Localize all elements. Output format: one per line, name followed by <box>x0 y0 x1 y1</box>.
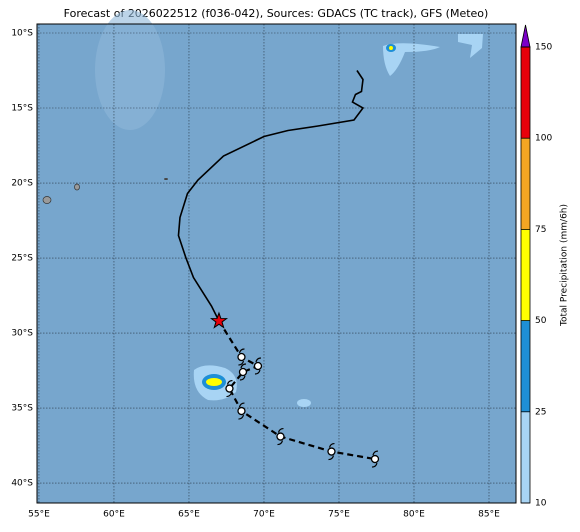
colorbar-tick-label: 50 <box>535 316 547 326</box>
colorbar-segment <box>521 411 530 503</box>
lat-tick-label: 10°S <box>11 29 33 39</box>
storm-symbol <box>276 427 285 446</box>
lat-tick-label: 15°S <box>11 104 33 114</box>
storm-center <box>253 361 263 371</box>
colorbar-label: Total Precipitation (mm/6h) <box>560 204 570 327</box>
map-frame <box>36 23 517 504</box>
lat-tick-label: 40°S <box>11 479 33 489</box>
precip-area <box>206 378 222 386</box>
colorbar-tick-label: 100 <box>535 134 552 144</box>
storm-arm <box>371 462 378 468</box>
storm-center <box>327 447 336 456</box>
storm-center <box>238 367 248 377</box>
storm-center <box>370 454 380 464</box>
storm-arm <box>254 369 261 375</box>
storm-center <box>237 352 246 362</box>
precip-area <box>458 34 483 58</box>
storm-center <box>237 406 246 416</box>
lon-tick-label: 80°E <box>403 510 425 520</box>
storm-arm <box>328 442 335 448</box>
graticule <box>37 24 516 503</box>
colorbar-extension <box>520 24 531 48</box>
island <box>164 178 168 180</box>
colorbar-tick-label: 75 <box>535 225 546 235</box>
lat-tick-label: 20°S <box>11 179 33 189</box>
storm-arm <box>226 392 233 398</box>
lat-tick-label: 30°S <box>11 329 33 339</box>
storm-arm <box>238 348 245 354</box>
colorbar-tick-label: 25 <box>535 407 546 417</box>
colorbar-segment <box>521 138 530 230</box>
storm-arm <box>277 440 284 446</box>
storm-arm <box>277 427 284 433</box>
storm-symbol <box>238 363 248 381</box>
colorbar-segment <box>521 320 530 412</box>
storm-arm <box>226 379 233 385</box>
storm-symbol <box>237 348 246 366</box>
storm-arm <box>372 450 379 456</box>
background-shade <box>95 10 165 130</box>
lat-tick-label: 35°S <box>11 404 33 414</box>
island <box>42 196 52 204</box>
colorbar-tick-label: 10 <box>535 499 547 509</box>
colorbar-segment <box>521 229 530 321</box>
storm-arm <box>239 375 246 381</box>
precip-area <box>297 399 311 407</box>
islands <box>42 178 168 204</box>
lon-tick-label: 85°E <box>478 510 500 520</box>
storm-arm <box>238 414 245 420</box>
island <box>74 183 80 191</box>
observed-track <box>177 70 365 322</box>
storm-symbol <box>327 442 336 461</box>
lon-tick-label: 60°E <box>103 510 125 520</box>
colorbar-tick-label: 150 <box>535 43 552 53</box>
storm-center <box>276 432 285 441</box>
lon-tick-label: 75°E <box>328 510 350 520</box>
cyclone-track <box>177 70 380 468</box>
lon-tick-label: 55°E <box>28 510 50 520</box>
storm-symbol <box>370 450 380 468</box>
storm-arm <box>240 363 247 369</box>
storm-arm <box>328 455 335 461</box>
storm-symbol <box>225 379 234 398</box>
precip-area <box>389 46 393 50</box>
storm-arm <box>255 357 262 363</box>
colorbar-segment <box>521 47 530 139</box>
lon-tick-label: 65°E <box>178 510 200 520</box>
current-position <box>209 311 229 329</box>
map-title: Forecast of 2026022512 (f036-042), Sourc… <box>64 7 489 20</box>
precipitation <box>193 34 483 407</box>
precip-area <box>383 43 440 76</box>
lat-tick-label: 25°S <box>11 254 33 264</box>
colorbar: 10 25 50 75 100 150 <box>520 24 552 509</box>
storm-center <box>225 384 234 393</box>
storm-arm <box>238 360 245 366</box>
lon-tick-label: 70°E <box>253 510 275 520</box>
storm-arm <box>238 402 245 408</box>
storm-symbol <box>237 402 246 420</box>
storm-symbol <box>253 357 263 375</box>
